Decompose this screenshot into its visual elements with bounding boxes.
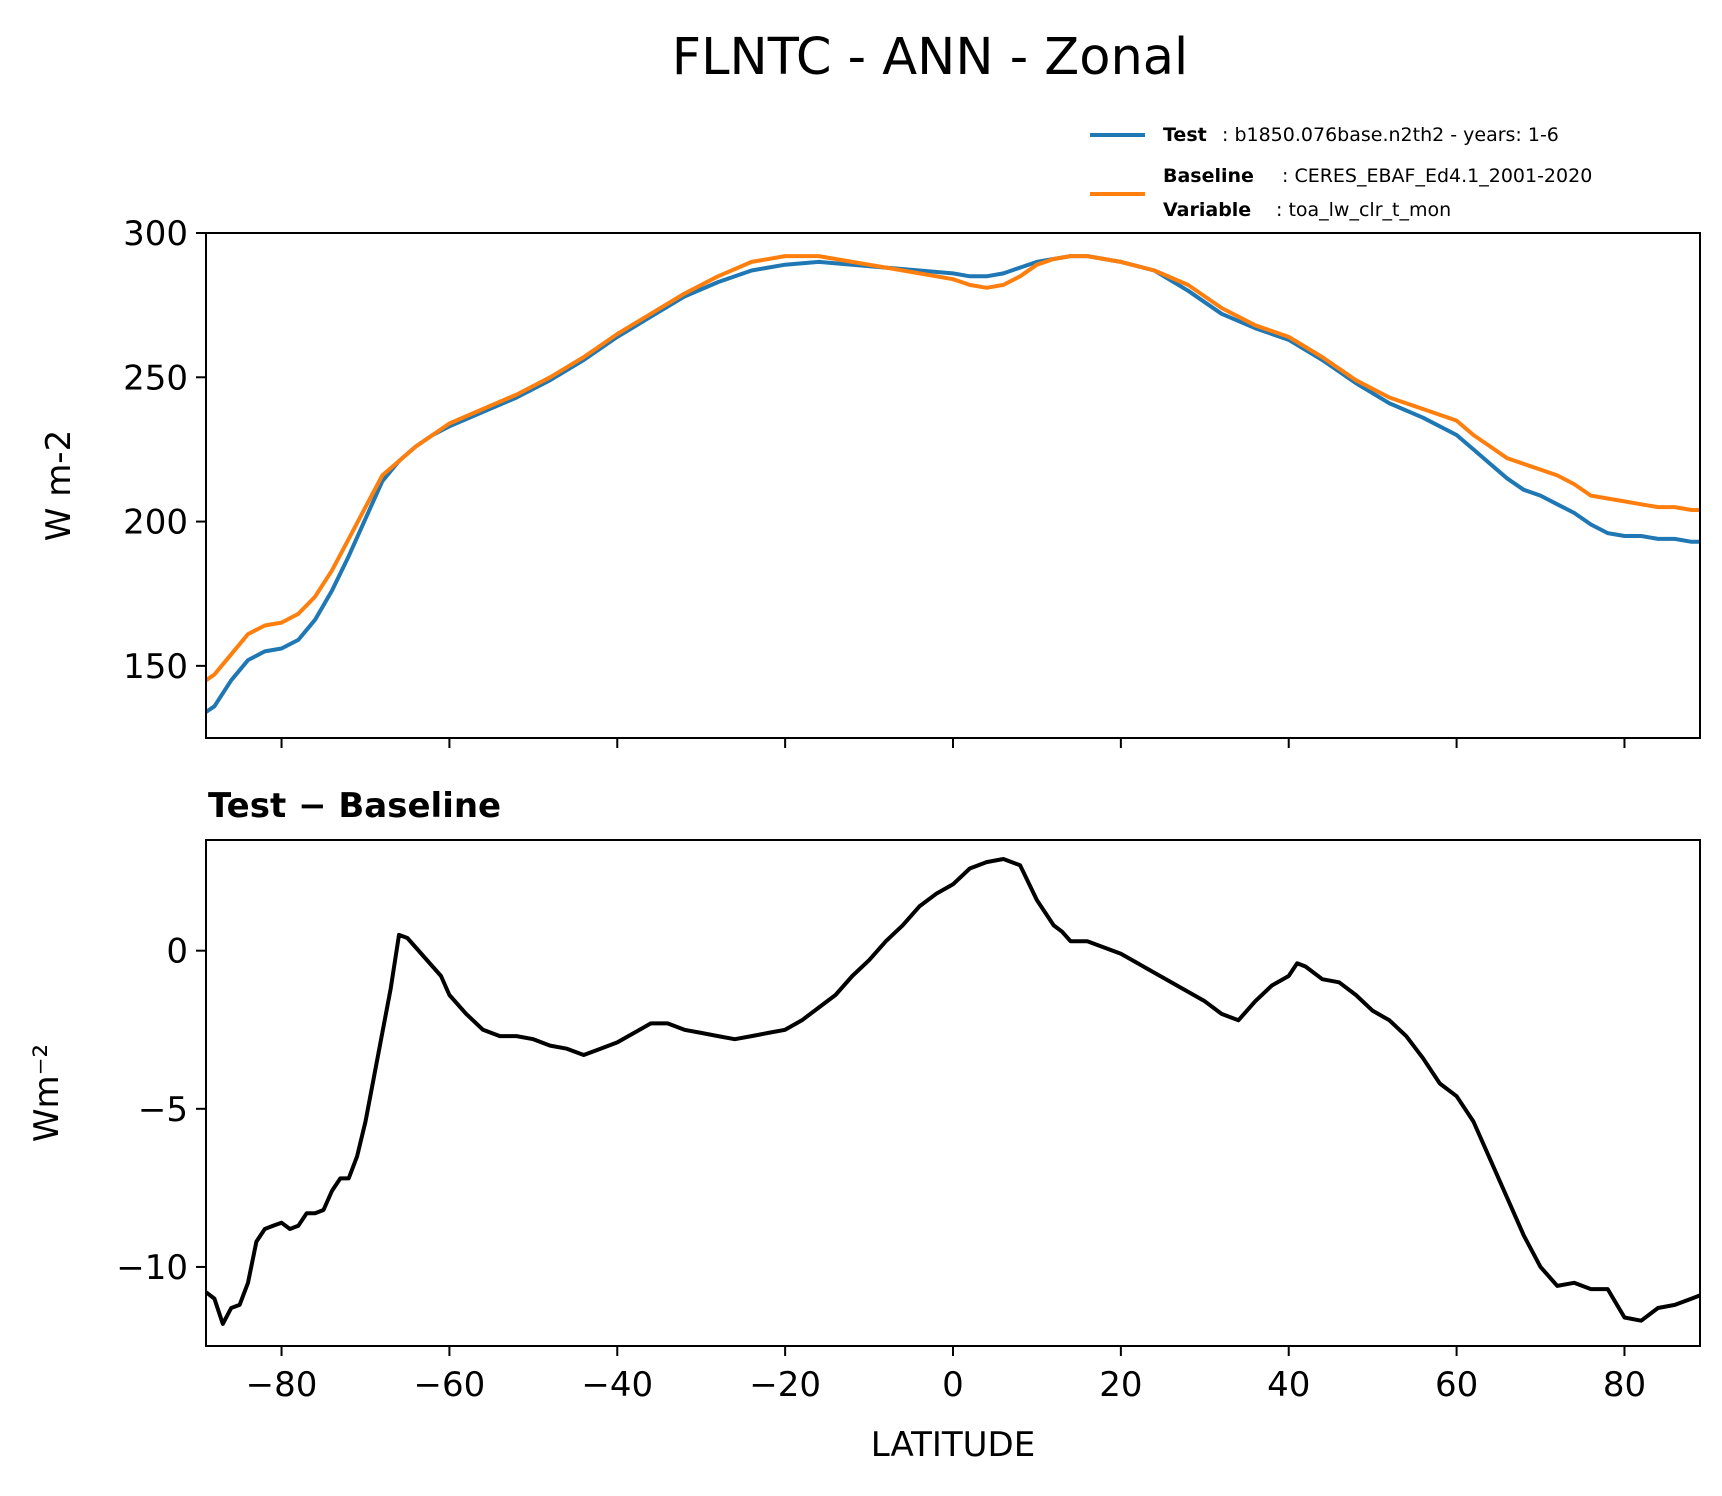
legend-test-key: Test (1163, 124, 1207, 146)
plot-frame (205, 232, 1701, 739)
x-tick-label: 60 (1435, 1365, 1478, 1405)
legend: Test : b1850.076base.n2th2 - years: 1-6 … (1090, 124, 1592, 221)
panel-bottom: −80 −60 −40 −20 0 20 40 60 80 −10 −5 0 Wm⁻² LATITUDE (27, 839, 1701, 1465)
y-tick-label: 0 (166, 932, 188, 972)
y-axis-label: Wm⁻² (27, 1044, 67, 1142)
panel-bottom-title: Test − Baseline (208, 786, 501, 826)
legend-variable-text: : toa_lw_clr_t_mon (1276, 199, 1451, 221)
x-tick-label: −60 (414, 1365, 486, 1405)
y-tick-label: 300 (123, 214, 188, 254)
x-tick-label: −40 (581, 1365, 653, 1405)
series-line-difference (204, 857, 1701, 1326)
panel-top: 150 200 250 300 W m-2 (39, 214, 1701, 748)
series-line-test (204, 254, 1700, 714)
x-tick-label: −20 (749, 1365, 821, 1405)
legend-variable-key: Variable (1163, 199, 1251, 221)
x-tick-label: 40 (1267, 1365, 1310, 1405)
legend-baseline-key: Baseline (1163, 165, 1254, 187)
y-tick-label: −10 (116, 1248, 188, 1288)
y-tick-label: 150 (123, 647, 188, 687)
y-tick-label: 200 (123, 503, 188, 543)
series-line-baseline (204, 254, 1700, 682)
x-tick-label: −80 (246, 1365, 318, 1405)
x-axis-label: LATITUDE (871, 1425, 1035, 1465)
y-tick-label: −5 (138, 1090, 188, 1130)
plot-frame (205, 839, 1701, 1347)
x-tick-label: 20 (1099, 1365, 1142, 1405)
figure-title: FLNTC - ANN - Zonal (672, 28, 1188, 87)
legend-test-text: : b1850.076base.n2th2 - years: 1-6 (1222, 124, 1559, 146)
x-tick-label: 80 (1603, 1365, 1646, 1405)
legend-baseline-text: : CERES_EBAF_Ed4.1_2001-2020 (1282, 165, 1592, 187)
y-tick-label: 250 (123, 358, 188, 398)
y-axis-label: W m-2 (39, 430, 79, 541)
x-tick-label: 0 (942, 1365, 964, 1405)
